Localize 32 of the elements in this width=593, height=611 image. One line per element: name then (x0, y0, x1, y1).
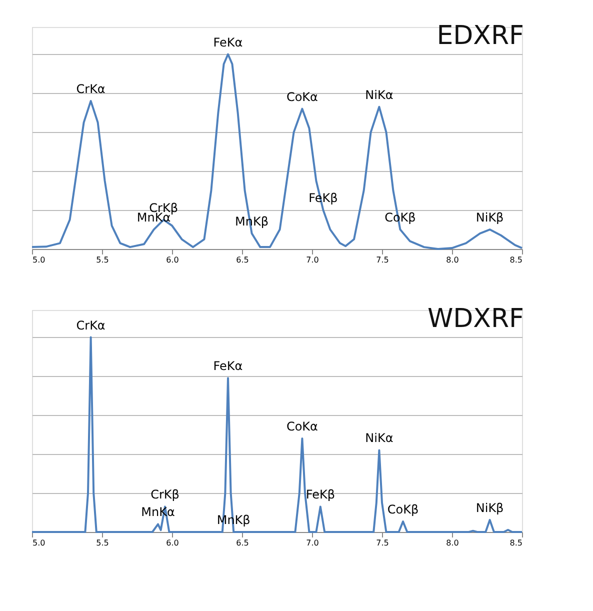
x-tick-label: 8.0 (446, 538, 459, 548)
x-tick-label: 6.5 (236, 256, 249, 264)
annotation: NiKβ (476, 210, 504, 225)
annotation: FeKβ (306, 488, 335, 502)
annotation: CrKα (76, 318, 106, 332)
annotation: FeKα (213, 359, 243, 374)
x-tick-label: 7.5 (376, 538, 389, 548)
x-tick-label: 6.5 (236, 538, 249, 548)
annotation: CrKβ (149, 200, 178, 215)
x-tick-label: 5.0 (32, 256, 46, 264)
x-tick-label: 6.0 (166, 256, 179, 264)
annotation: NiKα (365, 431, 394, 446)
x-tick-label: 6.0 (166, 538, 179, 548)
x-tick-label: 8.5 (510, 538, 522, 548)
annotation: CrKα (76, 82, 106, 96)
annotation: NiKα (365, 88, 394, 102)
x-tick-label: 8.0 (446, 256, 459, 264)
x-tick-label: 8.5 (510, 256, 522, 264)
annotation: FeKα (213, 35, 243, 50)
annotation: CoKα (286, 420, 318, 434)
chart-title: WDXRF (427, 304, 524, 334)
annotation: CoKα (286, 90, 318, 104)
x-tick-label: 5.5 (96, 538, 109, 548)
chart-title: EDXRF (436, 21, 524, 51)
annotation: NiKβ (476, 500, 504, 515)
x-tick-label: 7.5 (376, 256, 389, 264)
x-tick-label: 7.0 (306, 256, 319, 264)
x-tick-label: 5.5 (96, 256, 109, 264)
annotation: CrKβ (150, 488, 180, 502)
x-tick-label: 5.0 (32, 538, 46, 548)
x-tick-label: 7.0 (306, 538, 319, 548)
annotation: CoKβ (387, 502, 419, 516)
